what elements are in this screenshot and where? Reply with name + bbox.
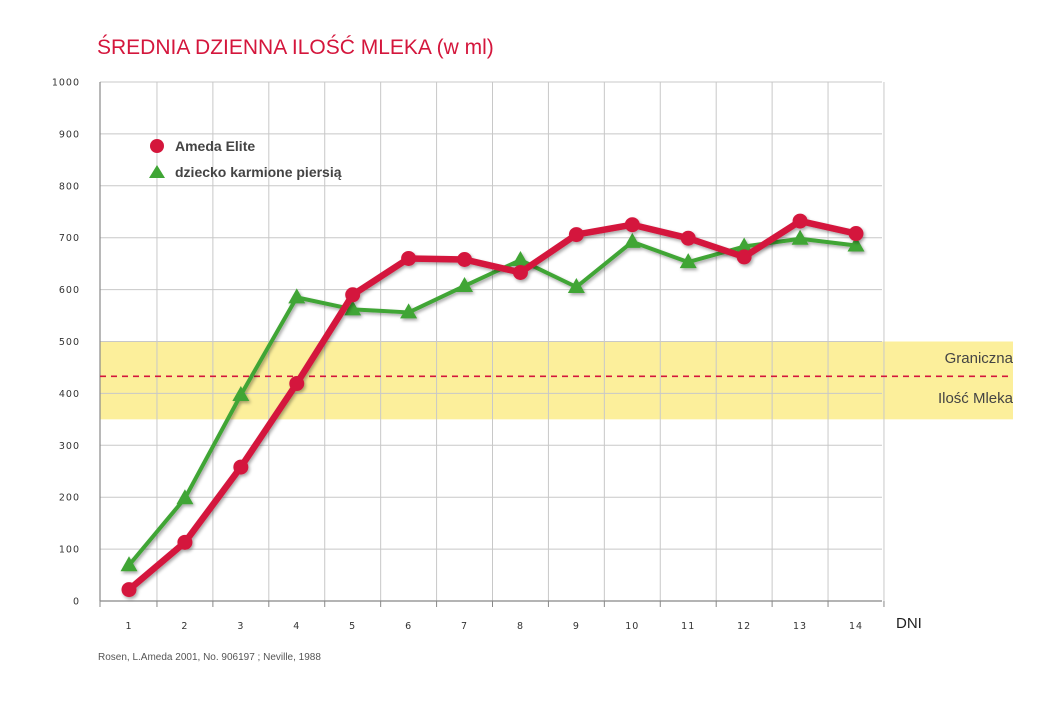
series-breastfed	[120, 229, 865, 572]
y-tick-label: 400	[59, 389, 80, 400]
data-point-breastfed	[288, 288, 306, 304]
x-axis-label: DNI	[896, 615, 922, 632]
data-point-breastfed	[735, 237, 753, 253]
data-point-ameda	[512, 264, 528, 280]
band-label-line2: Ilość Mleka	[938, 390, 1014, 407]
data-point-ameda	[680, 230, 696, 246]
chart-title: ŚREDNIA DZIENNA ILOŚĆ MLEKA (w ml)	[97, 35, 494, 59]
x-tick-label: 5	[349, 621, 356, 632]
data-point-breastfed	[791, 229, 809, 245]
data-point-ameda	[233, 459, 249, 475]
data-point-ameda	[401, 250, 417, 266]
threshold-band	[100, 341, 1013, 420]
y-axis-ticks: 0 100 200 300 400 500 600 700 800 900 1000	[52, 78, 80, 608]
data-point-breastfed	[623, 232, 641, 248]
legend-label-ameda: Ameda Elite	[175, 138, 255, 154]
legend-circle-icon	[150, 139, 164, 153]
legend-triangle-icon	[149, 165, 165, 178]
y-tick-label: 500	[59, 337, 80, 348]
x-tick-label: 11	[681, 621, 695, 632]
x-tick-label: 9	[573, 621, 580, 632]
data-point-breastfed	[344, 300, 362, 316]
data-point-breastfed	[679, 253, 697, 269]
data-point-ameda	[345, 287, 361, 303]
series-line-ameda	[125, 217, 860, 593]
data-point-breastfed	[120, 556, 138, 572]
x-tick-label: 6	[405, 621, 412, 632]
x-tick-label: 14	[849, 621, 863, 632]
data-point-breastfed	[176, 489, 194, 505]
source-note: Rosen, L.Ameda 2001, No. 906197 ; Nevill…	[98, 652, 321, 663]
axes	[99, 82, 885, 607]
band-label-line1: Graniczna	[945, 350, 1014, 367]
series-ameda	[121, 213, 864, 598]
data-point-breastfed	[456, 276, 474, 292]
data-point-breastfed	[847, 236, 865, 252]
y-tick-label: 1000	[52, 78, 80, 89]
data-point-ameda	[457, 251, 473, 267]
data-point-breastfed	[567, 278, 585, 294]
series-layer	[120, 213, 865, 598]
x-tick-label: 7	[461, 621, 468, 632]
x-tick-label: 13	[793, 621, 807, 632]
y-tick-label: 300	[59, 441, 80, 452]
legend-label-breastfed: dziecko karmione piersią	[175, 164, 342, 180]
data-point-ameda	[177, 534, 193, 550]
x-tick-label: 10	[625, 621, 639, 632]
y-tick-label: 200	[59, 493, 80, 504]
y-tick-label: 900	[59, 129, 80, 140]
data-point-ameda	[568, 227, 584, 243]
data-point-ameda	[289, 376, 305, 392]
data-point-ameda	[624, 217, 640, 233]
data-point-breastfed	[232, 385, 250, 401]
data-point-ameda	[736, 249, 752, 265]
x-tick-label: 2	[181, 621, 188, 632]
data-point-ameda	[848, 226, 864, 242]
y-tick-label: 0	[73, 597, 80, 608]
series-line-breastfed	[127, 236, 858, 568]
x-tick-label: 3	[237, 621, 244, 632]
x-tick-label: 12	[737, 621, 751, 632]
data-point-ameda	[792, 213, 808, 229]
data-point-breastfed	[400, 303, 418, 319]
x-axis-ticks: 1 2 3 4 5 6 7 8 9 10 11 12 13 14	[125, 621, 863, 632]
y-tick-label: 600	[59, 285, 80, 296]
x-tick-label: 1	[125, 621, 132, 632]
legend: Ameda Elite dziecko karmione piersią	[149, 138, 342, 180]
x-tick-label: 4	[293, 621, 300, 632]
data-point-ameda	[121, 582, 137, 598]
data-point-breastfed	[511, 251, 529, 267]
y-tick-label: 800	[59, 181, 80, 192]
grid	[99, 81, 885, 601]
y-tick-label: 100	[59, 545, 80, 556]
y-tick-label: 700	[59, 233, 80, 244]
x-tick-label: 8	[517, 621, 524, 632]
